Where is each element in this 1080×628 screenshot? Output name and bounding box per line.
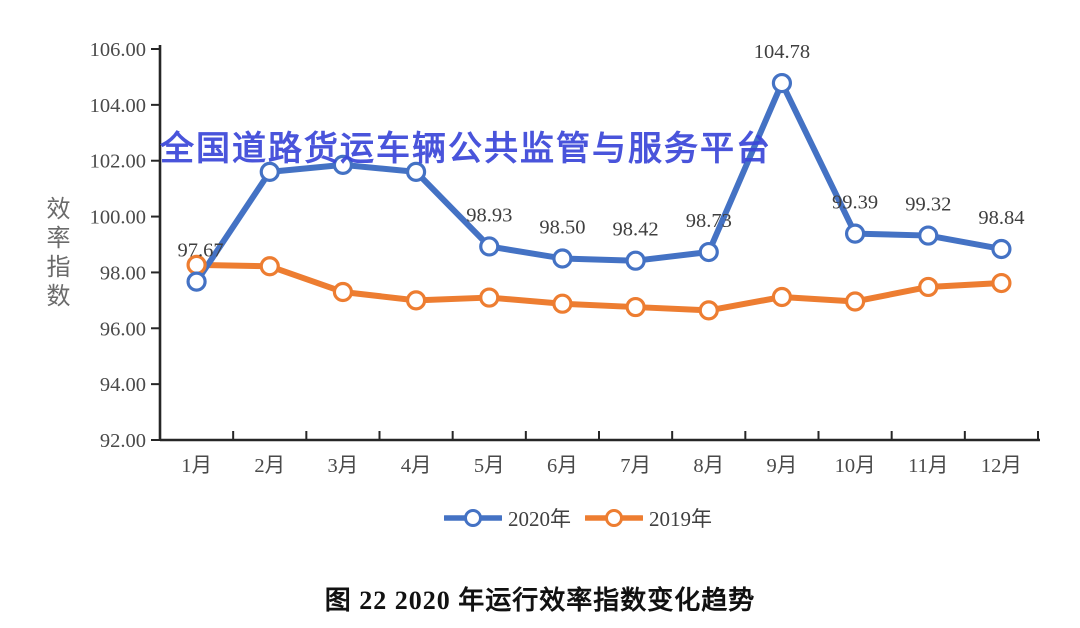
y-tick-label: 92.00 bbox=[100, 430, 146, 452]
legend-item-2020年: 2020年 bbox=[444, 503, 571, 533]
legend-marker-icon bbox=[585, 509, 643, 527]
data-label-11月: 99.32 bbox=[905, 194, 951, 216]
data-point-2019年-6月 bbox=[552, 293, 573, 314]
data-label-8月: 98.73 bbox=[686, 210, 732, 232]
data-point-2019年-4月 bbox=[405, 290, 427, 311]
data-point-2020年-7月 bbox=[625, 250, 646, 271]
data-point-2019年-9月 bbox=[771, 286, 793, 308]
data-label-1月: 97.67 bbox=[178, 240, 224, 262]
data-point-2020年-6月 bbox=[552, 248, 573, 269]
x-tick-label: 10月 bbox=[835, 455, 876, 477]
y-tick-label: 106.00 bbox=[90, 39, 146, 61]
legend-marker-icon bbox=[444, 509, 502, 527]
x-tick-label: 6月 bbox=[547, 455, 578, 477]
series-line-2019年 bbox=[193, 261, 1005, 314]
data-point-2019年-2月 bbox=[259, 256, 280, 277]
data-point-2020年-3月 bbox=[332, 154, 354, 176]
chart-legend: 2020年 2019年 bbox=[0, 503, 1080, 533]
data-point-2019年-5月 bbox=[479, 287, 500, 308]
y-tick-label: 98.00 bbox=[100, 262, 146, 284]
y-axis-title: 效率指数 bbox=[42, 196, 68, 312]
data-label-12月: 98.84 bbox=[978, 207, 1024, 229]
x-tick-label: 4月 bbox=[401, 455, 432, 477]
x-tick-label: 2月 bbox=[254, 455, 285, 477]
data-point-2020年-12月 bbox=[991, 238, 1012, 260]
x-tick-label: 3月 bbox=[328, 455, 359, 477]
data-point-2020年-10月 bbox=[844, 223, 866, 244]
y-tick-label: 102.00 bbox=[90, 151, 146, 173]
data-label-6月: 98.50 bbox=[539, 216, 585, 238]
data-point-2019年-3月 bbox=[332, 281, 354, 303]
legend-label: 2019年 bbox=[649, 507, 712, 531]
data-point-2020年-5月 bbox=[479, 236, 500, 257]
data-point-2020年-9月 bbox=[771, 72, 793, 94]
data-label-10月: 99.39 bbox=[832, 192, 878, 214]
legend-item-2019年: 2019年 bbox=[585, 503, 712, 533]
y-tick-label: 94.00 bbox=[100, 374, 146, 396]
data-point-2020年-2月 bbox=[259, 161, 280, 182]
data-point-2019年-7月 bbox=[625, 296, 646, 318]
data-point-2019年-12月 bbox=[991, 272, 1012, 294]
y-tick-label: 100.00 bbox=[90, 207, 146, 229]
data-point-2019年-11月 bbox=[918, 276, 939, 298]
y-tick-label: 104.00 bbox=[90, 95, 146, 117]
watermark-text: 全国道路货运车辆公共监管与服务平台 bbox=[160, 130, 772, 168]
x-tick-label: 9月 bbox=[767, 455, 798, 477]
x-tick-label: 5月 bbox=[474, 455, 505, 477]
x-tick-label: 7月 bbox=[620, 455, 651, 477]
y-tick-label: 96.00 bbox=[100, 318, 146, 340]
data-label-5月: 98.93 bbox=[466, 204, 512, 226]
x-tick-label: 8月 bbox=[693, 455, 724, 477]
data-point-2020年-1月 bbox=[186, 271, 207, 292]
line-chart: 106.00 104.00 102.00 100.00 98.00 96.00 94.00 9… bbox=[90, 39, 1040, 477]
x-tick-label: 12月 bbox=[981, 455, 1022, 477]
data-point-2019年-8月 bbox=[698, 300, 719, 321]
data-label-7月: 98.42 bbox=[613, 219, 659, 241]
series-line-2020年 bbox=[193, 80, 1005, 285]
data-point-2020年-8月 bbox=[698, 241, 719, 263]
data-point-2019年-10月 bbox=[844, 291, 866, 312]
data-point-2020年-4月 bbox=[405, 161, 427, 182]
data-point-2020年-11月 bbox=[918, 225, 939, 246]
legend-label: 2020年 bbox=[508, 507, 571, 531]
data-label-9月: 104.78 bbox=[754, 41, 810, 63]
x-tick-label: 1月 bbox=[181, 455, 212, 477]
x-tick-label: 11月 bbox=[908, 455, 948, 477]
figure-caption: 图 22 2020 年运行效率指数变化趋势 bbox=[324, 586, 756, 615]
